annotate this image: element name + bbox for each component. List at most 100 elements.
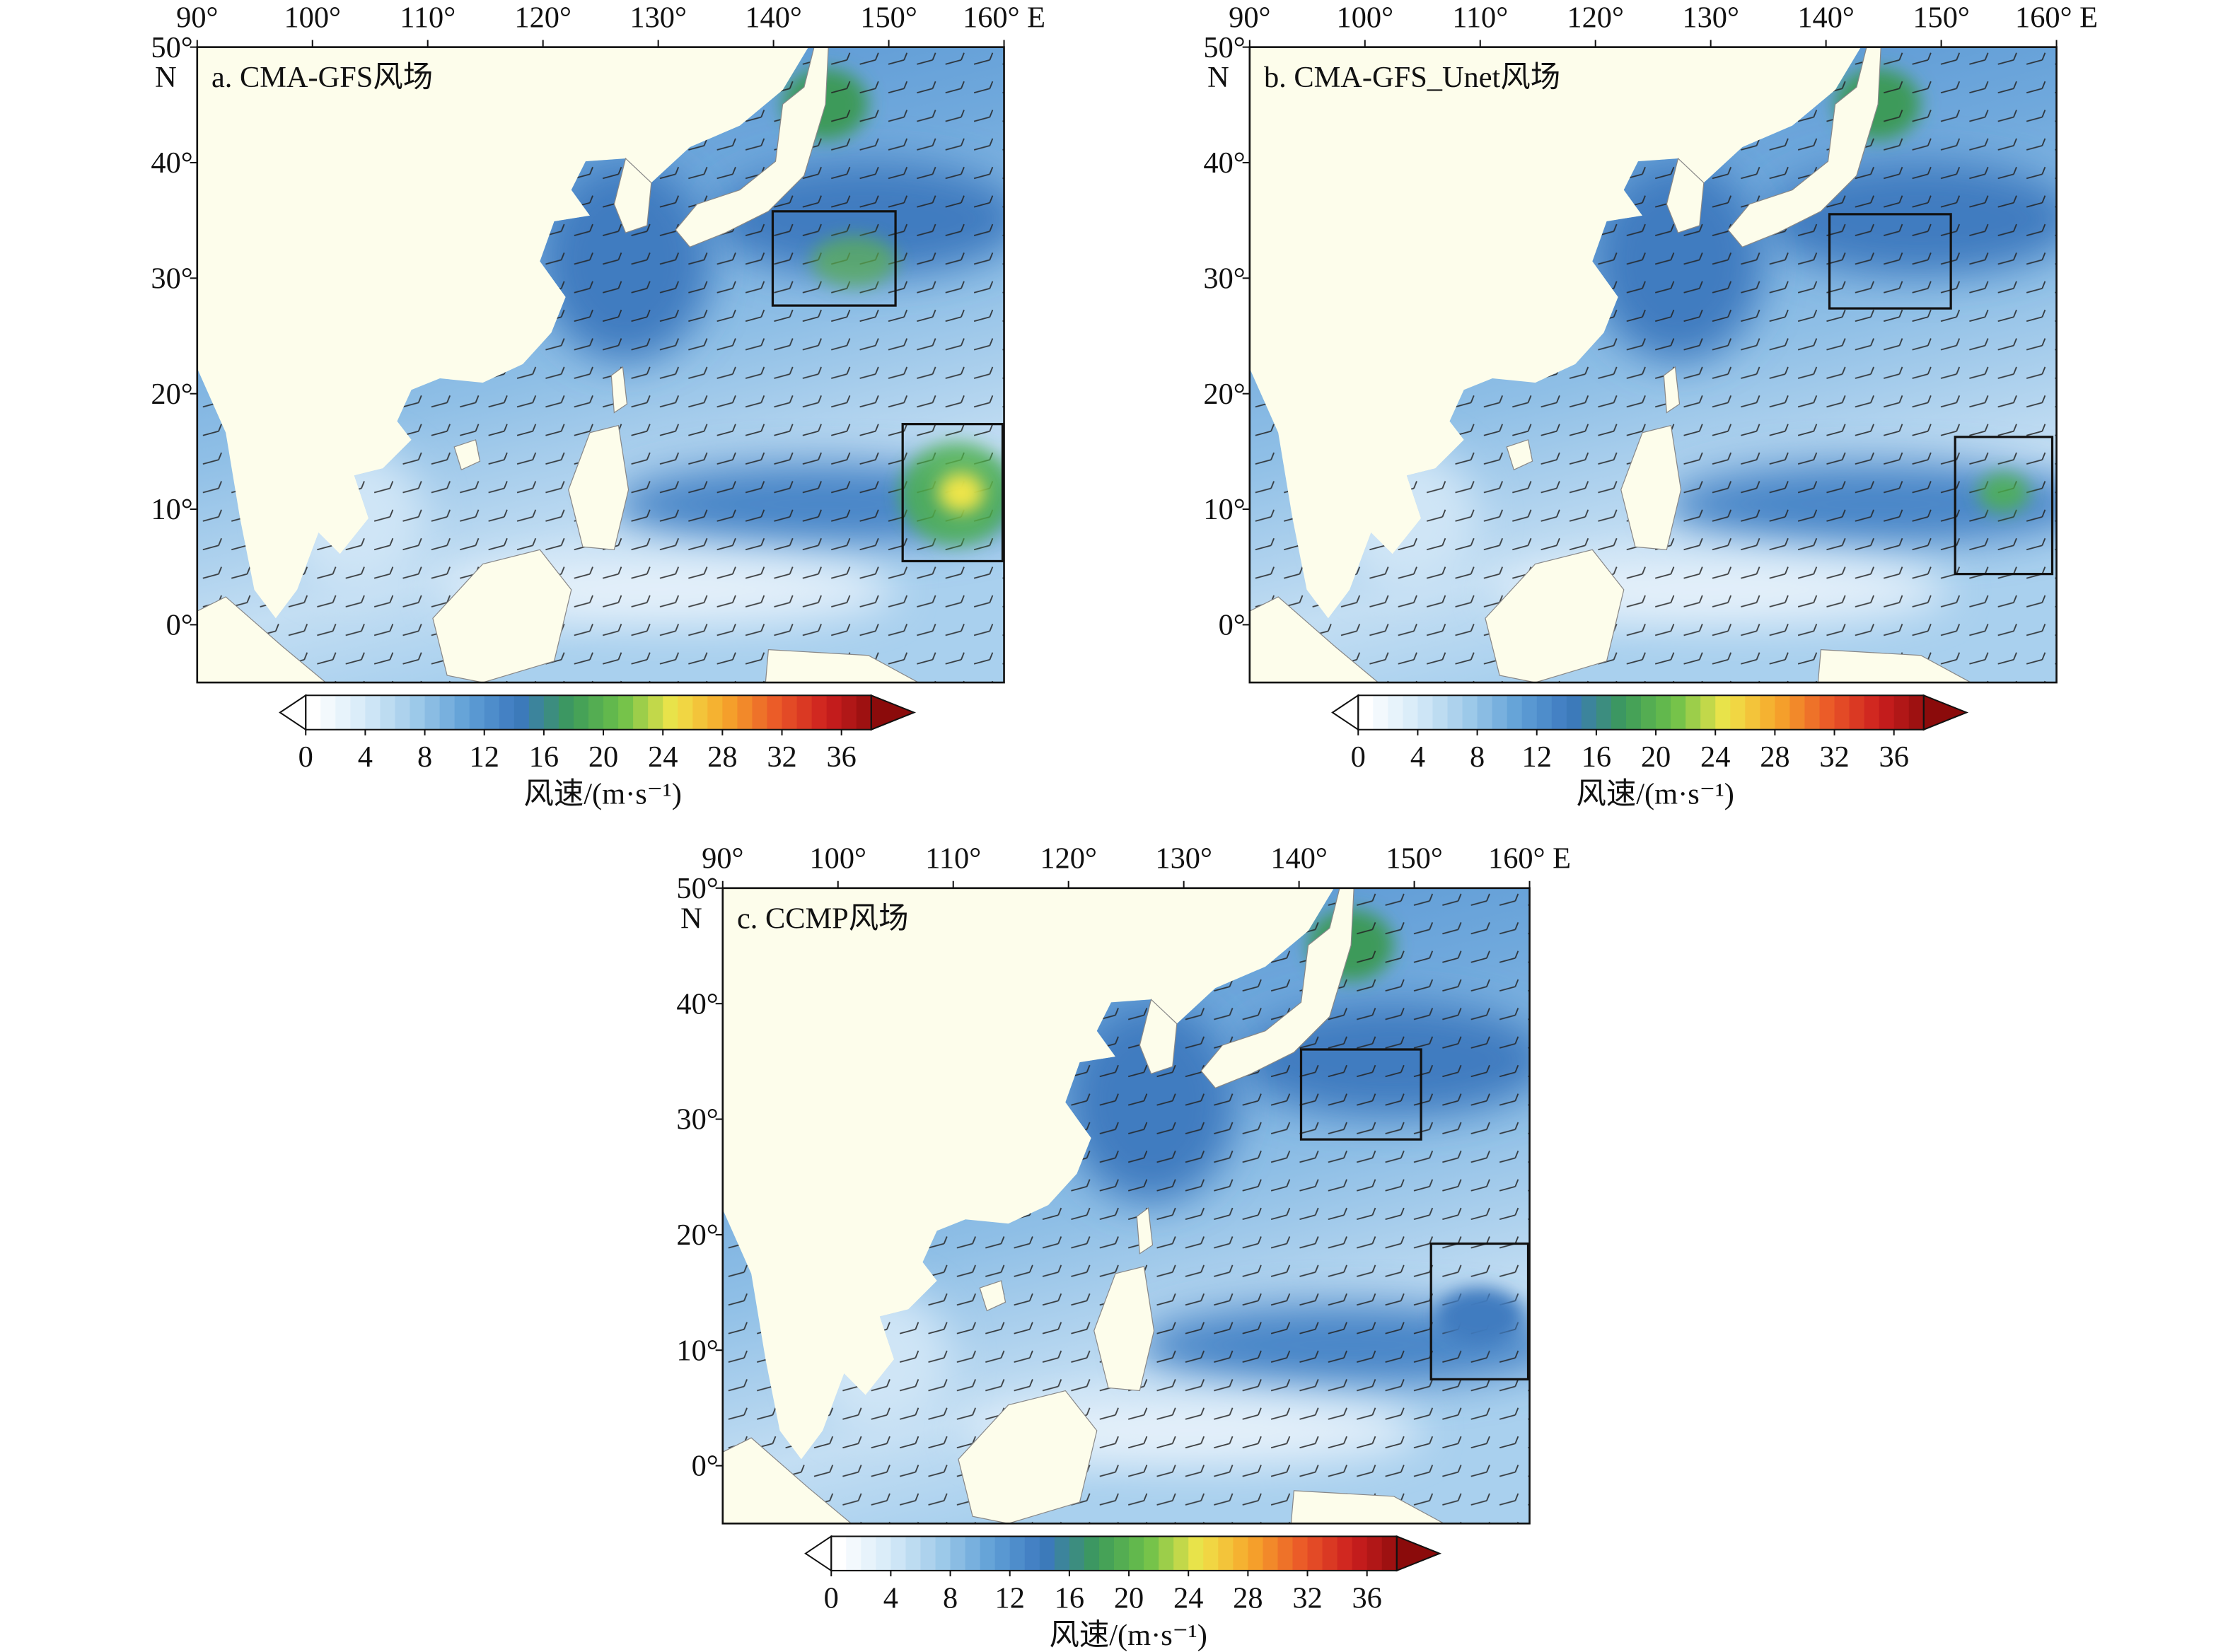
- lon-tick-label: 130°: [1682, 1, 1739, 34]
- lon-tick-label: 90°: [176, 1, 218, 34]
- colorbar-segment: [876, 1536, 892, 1571]
- colorbar-segment: [603, 695, 620, 730]
- colorbar-tick-label: 28: [1760, 740, 1789, 774]
- colorbar-segment: [692, 695, 709, 730]
- colorbar-segment: [439, 695, 456, 730]
- colorbar-segment: [1656, 695, 1672, 730]
- colorbar-tick-label: 20: [588, 740, 618, 774]
- colorbar-segment: [424, 695, 441, 730]
- colorbar-tick-label: 8: [417, 740, 432, 774]
- colorbar-segment: [1789, 695, 1806, 730]
- colorbar-segment: [1864, 695, 1880, 730]
- colorbar-tick-label: 20: [1114, 1581, 1144, 1615]
- lon-tick-label: 100°: [809, 842, 866, 876]
- colorbar-segment: [1069, 1536, 1085, 1571]
- colorbar-segment: [856, 695, 872, 730]
- colorbar-tick-label: 20: [1641, 740, 1671, 774]
- colorbar-segment: [1730, 695, 1746, 730]
- lon-tick-label: 140°: [745, 1, 802, 34]
- colorbar-segment: [1098, 1536, 1115, 1571]
- lat-tick-label: 30°: [151, 262, 192, 295]
- colorbar-segment: [905, 1536, 922, 1571]
- colorbar-segment: [1641, 695, 1657, 730]
- colorbar-segment: [1551, 695, 1567, 730]
- colorbar-segment: [1908, 695, 1925, 730]
- panel-title: b. CMA-GFS_Unet风场: [1264, 61, 1560, 94]
- colorbar-segment: [1507, 695, 1523, 730]
- colorbar-tick-label: 12: [1522, 740, 1552, 774]
- colorbar-segment: [1188, 1536, 1205, 1571]
- colorbar-segment: [965, 1536, 981, 1571]
- region-box: [1828, 213, 1952, 310]
- lon-tick-label: 160° E: [963, 1, 1045, 34]
- panel-title: c. CCMP风场: [737, 902, 909, 935]
- colorbar-segment: [1024, 1536, 1040, 1571]
- colorbar-segment: [1849, 695, 1865, 730]
- lat-tick-label: 20°: [676, 1218, 718, 1252]
- colorbar-tick-label: 24: [648, 740, 678, 774]
- colorbar-segment: [1521, 695, 1538, 730]
- colorbar-segment: [920, 1536, 936, 1571]
- colorbar: 0 4 8 12 16 20 24 28 32 36 风速/(m·s⁻¹): [804, 1535, 1442, 1652]
- colorbar-segment: [767, 695, 783, 730]
- colorbar-segment: [410, 695, 426, 730]
- lon-tick-label: 150°: [1386, 842, 1443, 876]
- colorbar-segment: [796, 695, 813, 730]
- colorbar-segment: [1447, 695, 1463, 730]
- colorbar-segment: [1263, 1536, 1279, 1571]
- colorbar-segment: [469, 695, 485, 730]
- colorbar-segment: [782, 695, 798, 730]
- lat-tick-label: 50°: [151, 31, 192, 64]
- colorbar-segment: [1417, 695, 1434, 730]
- lat-tick-label: 0°: [1219, 609, 1246, 642]
- lat-hemisphere: N: [1207, 61, 1229, 94]
- colorbar-segment: [890, 1536, 907, 1571]
- lat-tick-label: 10°: [1203, 493, 1245, 526]
- lat-tick-label: 40°: [151, 146, 192, 180]
- lon-tick-label: 90°: [1229, 1, 1270, 34]
- colorbar-segment: [1352, 1536, 1368, 1571]
- colorbar-tick-label: 12: [995, 1581, 1025, 1615]
- colorbar-extend-low: [1331, 694, 1359, 731]
- colorbar-label: 风速/(m·s⁻¹): [1049, 1619, 1207, 1652]
- colorbar-segment: [1403, 695, 1419, 730]
- colorbar-segment: [365, 695, 381, 730]
- colorbar-segment: [1129, 1536, 1145, 1571]
- lon-tick-label: 120°: [514, 1, 571, 34]
- colorbar-segment: [1248, 1536, 1264, 1571]
- colorbar-segment: [826, 695, 842, 730]
- colorbar-extend-low: [279, 694, 307, 731]
- lat-tick-label: 40°: [1203, 146, 1245, 180]
- colorbar-segment: [1322, 1536, 1338, 1571]
- colorbar-segment: [1233, 1536, 1249, 1571]
- colorbar-segment: [1611, 695, 1627, 730]
- colorbar-segment: [1760, 695, 1776, 730]
- colorbar-segment: [1358, 695, 1374, 730]
- colorbar-segment: [1477, 695, 1493, 730]
- region-box: [1429, 1242, 1530, 1380]
- lon-tick-label: 120°: [1567, 1, 1624, 34]
- colorbar-segment: [543, 695, 559, 730]
- colorbar-tick-label: 28: [1233, 1581, 1263, 1615]
- colorbar-tick-label: 16: [1582, 740, 1611, 774]
- colorbar-segment: [1700, 695, 1717, 730]
- lat-hemisphere: N: [155, 61, 177, 94]
- colorbar-segment: [1893, 695, 1910, 730]
- colorbar-segment: [454, 695, 470, 730]
- colorbar-segment: [1381, 1536, 1398, 1571]
- colorbar-segment: [1536, 695, 1553, 730]
- colorbar-segment: [737, 695, 753, 730]
- colorbar-tick-label: 28: [707, 740, 737, 774]
- colorbar-tick-label: 4: [1410, 740, 1425, 774]
- colorbar-frame: [830, 1535, 1398, 1571]
- colorbar-segment: [1834, 695, 1850, 730]
- colorbar-segment: [980, 1536, 996, 1571]
- lon-tick-label: 140°: [1270, 842, 1328, 876]
- colorbar-tick-label: 32: [767, 740, 796, 774]
- colorbar-segment: [1685, 695, 1702, 730]
- colorbar-segment: [558, 695, 574, 730]
- colorbar-segment: [1173, 1536, 1190, 1571]
- lon-tick-label: 110°: [400, 1, 456, 34]
